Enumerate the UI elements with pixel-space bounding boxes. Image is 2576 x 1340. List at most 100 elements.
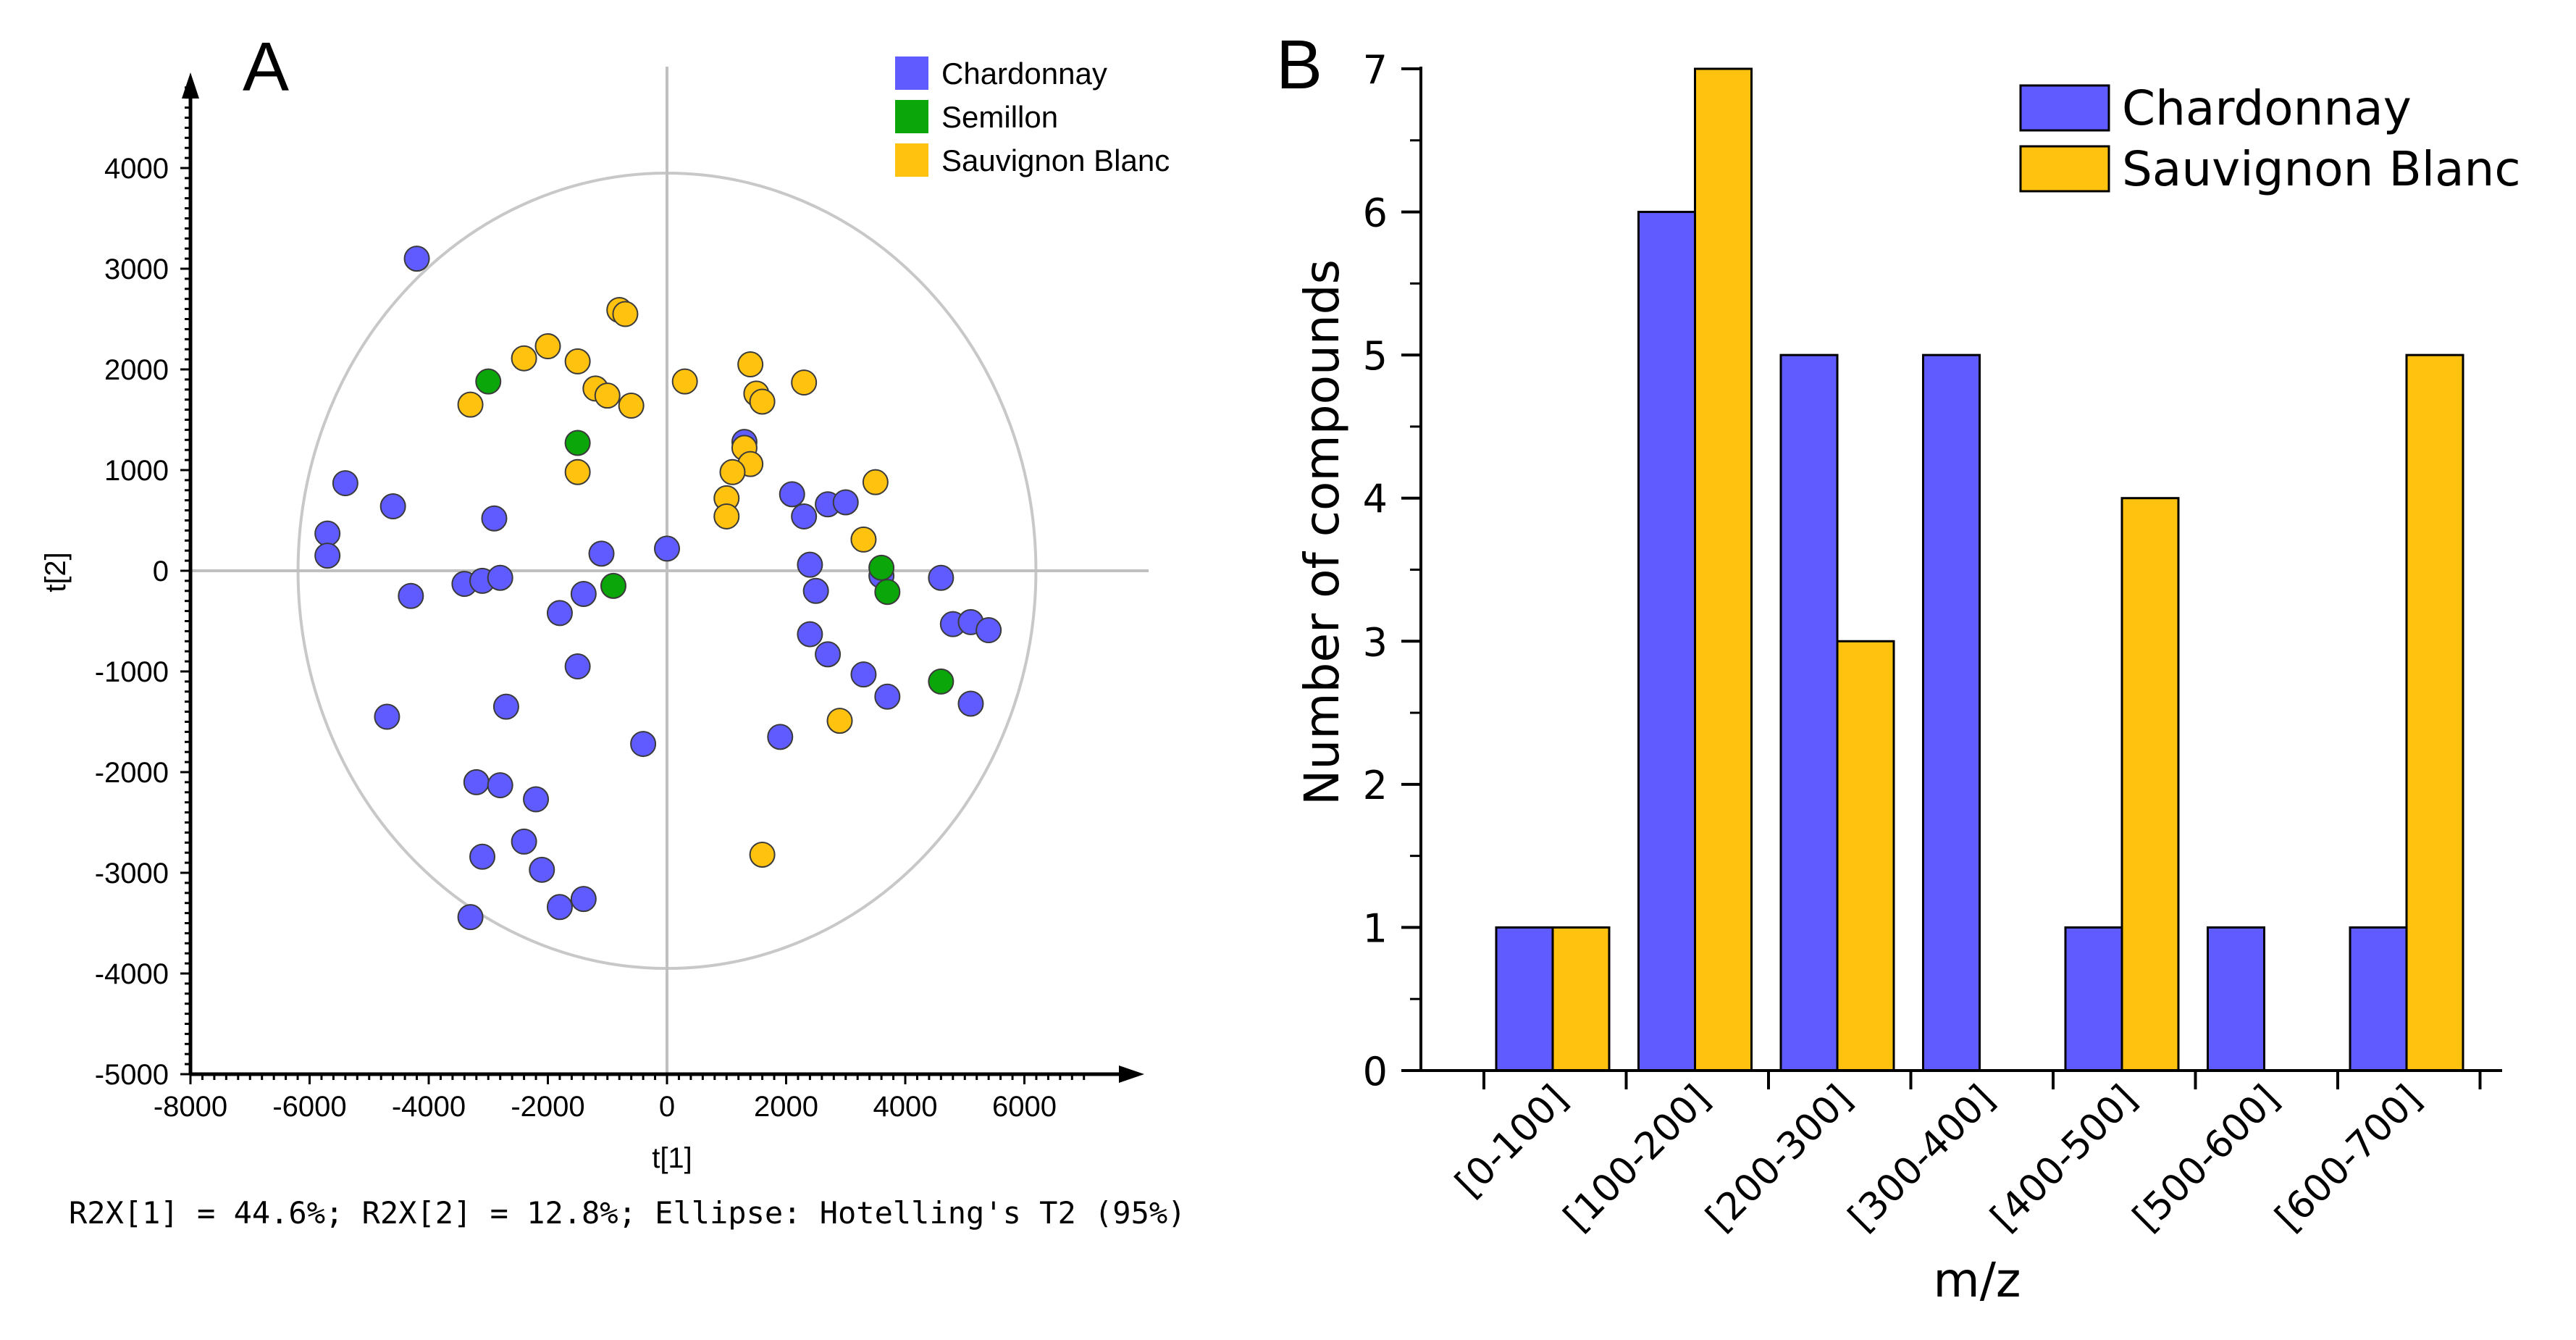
y-tick-label: -4000 (95, 958, 169, 990)
point-sauvignon-blanc (618, 393, 645, 419)
point-semillon (928, 668, 955, 695)
point-chardonnay (529, 856, 555, 883)
point-chardonnay (976, 617, 1002, 644)
point-chardonnay (546, 894, 573, 921)
point-semillon (564, 430, 591, 456)
legend-label-semillon: Semillon (941, 100, 1058, 134)
y-axis-b: 0 1 2 3 4 5 6 7 (1363, 47, 1422, 1094)
point-sauvignon-blanc (564, 458, 591, 485)
x-axis-label: t[1] (652, 1142, 692, 1174)
point-sauvignon-blanc (862, 469, 889, 495)
point-chardonnay (850, 661, 877, 688)
bar-chardonnay-100-200 (1637, 211, 1696, 1072)
legend-label-chardonnay: Chardonnay (941, 56, 1107, 91)
point-sauvignon-blanc (749, 841, 776, 868)
x-axis-arrow (1119, 1065, 1144, 1083)
bar-chardonnay-500-600 (2207, 926, 2265, 1072)
y-tick-label-b: 6 (1363, 190, 1388, 236)
point-chardonnay (481, 505, 508, 532)
point-chardonnay (654, 535, 680, 562)
x-tick-label-b: [600-700] (2267, 1077, 2430, 1240)
x-tick-label-b: [500-600] (2125, 1077, 2288, 1240)
legend-b: Chardonnay Sauvignon Blanc (2019, 80, 2521, 197)
panel-a-scatter: A -8000 -6000 -4000 -2000 0 2000 4000 6000 4000… (40, 28, 1186, 1231)
point-chardonnay (797, 621, 823, 648)
point-sauvignon-blanc (850, 526, 877, 553)
point-sauvignon-blanc (671, 368, 698, 395)
point-chardonnay (463, 769, 490, 795)
bar-sauvignon-blanc-0-100 (1551, 926, 1611, 1072)
y-tick-label: 3000 (104, 254, 169, 285)
point-chardonnay (779, 481, 805, 508)
point-semillon (600, 572, 626, 599)
point-chardonnay (832, 489, 859, 516)
bar-sauvignon-blanc-100-200 (1694, 67, 1753, 1072)
point-sauvignon-blanc (612, 301, 639, 327)
y-tick-label-b: 2 (1363, 763, 1388, 808)
x-tick-label: -4000 (392, 1091, 466, 1123)
point-chardonnay (802, 577, 829, 604)
y-tick-label-b: 7 (1363, 47, 1388, 93)
point-chardonnay (874, 683, 901, 710)
y-tick-label-b: 0 (1363, 1049, 1388, 1094)
point-chardonnay (546, 600, 573, 627)
point-chardonnay (469, 843, 496, 870)
x-tick-label-b: [0-100] (1447, 1077, 1576, 1206)
legend-swatch-chardonnay-b (2019, 84, 2110, 132)
point-sauvignon-blanc (534, 333, 561, 360)
panel-a-label: A (243, 28, 289, 106)
y-tick-label: 4000 (104, 153, 169, 185)
point-sauvignon-blanc (826, 708, 853, 734)
point-semillon (868, 554, 895, 581)
x-tick-label: 0 (659, 1091, 675, 1123)
point-semillon (475, 368, 502, 395)
y-axis: 4000 3000 2000 1000 0 -1000 -2000 -3000 -4000 -50… (95, 72, 199, 1091)
x-tick-label: 6000 (992, 1091, 1057, 1123)
panel-b-label: B (1276, 26, 1322, 104)
x-tick-label: -2000 (511, 1091, 584, 1123)
y-tick-label: 1000 (104, 455, 169, 487)
bar-sauvignon-blanc-200-300 (1836, 640, 1895, 1072)
x-tick-label: -8000 (154, 1091, 227, 1123)
legend-swatch-sauvignon-blanc (895, 143, 928, 177)
footnote: R2X[1] = 44.6%; R2X[2] = 12.8%; Ellipse:… (69, 1195, 1186, 1231)
x-axis: -8000 -6000 -4000 -2000 0 2000 4000 6000 (154, 1065, 1144, 1123)
point-sauvignon-blanc (511, 345, 537, 372)
point-chardonnay (457, 904, 484, 931)
point-chardonnay (314, 543, 341, 569)
x-tick-label-b: [200-300] (1698, 1077, 1861, 1240)
point-chardonnay (374, 703, 400, 730)
point-chardonnay (767, 724, 794, 750)
y-tick-label-b: 3 (1363, 619, 1388, 665)
point-chardonnay (570, 580, 597, 607)
point-sauvignon-blanc (564, 348, 591, 374)
point-chardonnay (630, 731, 657, 758)
legend-a: Chardonnay Semillon Sauvignon Blanc (895, 56, 1170, 177)
panel-b-bar-chart: B 0 1 2 3 4 5 6 7 [0-100][100-200][200-300][300… (1276, 26, 2521, 1308)
x-tick-label-b: [300-400] (1840, 1077, 2003, 1240)
point-chardonnay (928, 564, 955, 591)
y-axis-label-b: Number of compounds (1294, 259, 1350, 805)
point-chardonnay (398, 582, 424, 609)
y-tick-label: 0 (153, 556, 169, 587)
y-tick-label-b: 1 (1363, 905, 1388, 951)
bar-chardonnay-0-100 (1495, 926, 1554, 1072)
point-chardonnay (487, 772, 513, 799)
point-chardonnay (511, 828, 537, 855)
bar-chardonnay-400-500 (2064, 926, 2123, 1072)
y-tick-label: -1000 (95, 656, 169, 688)
point-sauvignon-blanc (719, 458, 746, 485)
point-sauvignon-blanc (749, 388, 776, 415)
x-tick-label-b: [100-200] (1556, 1077, 1719, 1240)
point-chardonnay (564, 653, 591, 680)
point-sauvignon-blanc (737, 351, 764, 378)
legend-swatch-chardonnay (895, 56, 928, 90)
x-axis-label-b: m/z (1933, 1252, 2021, 1308)
point-sauvignon-blanc (457, 391, 484, 418)
legend-label-sauvignon-blanc-b: Sauvignon Blanc (2122, 141, 2521, 197)
x-tick-label: 2000 (754, 1091, 818, 1123)
bar-sauvignon-blanc-600-700 (2405, 353, 2464, 1072)
point-chardonnay (492, 693, 519, 720)
point-chardonnay (957, 690, 984, 717)
x-tick-label: 4000 (873, 1091, 938, 1123)
